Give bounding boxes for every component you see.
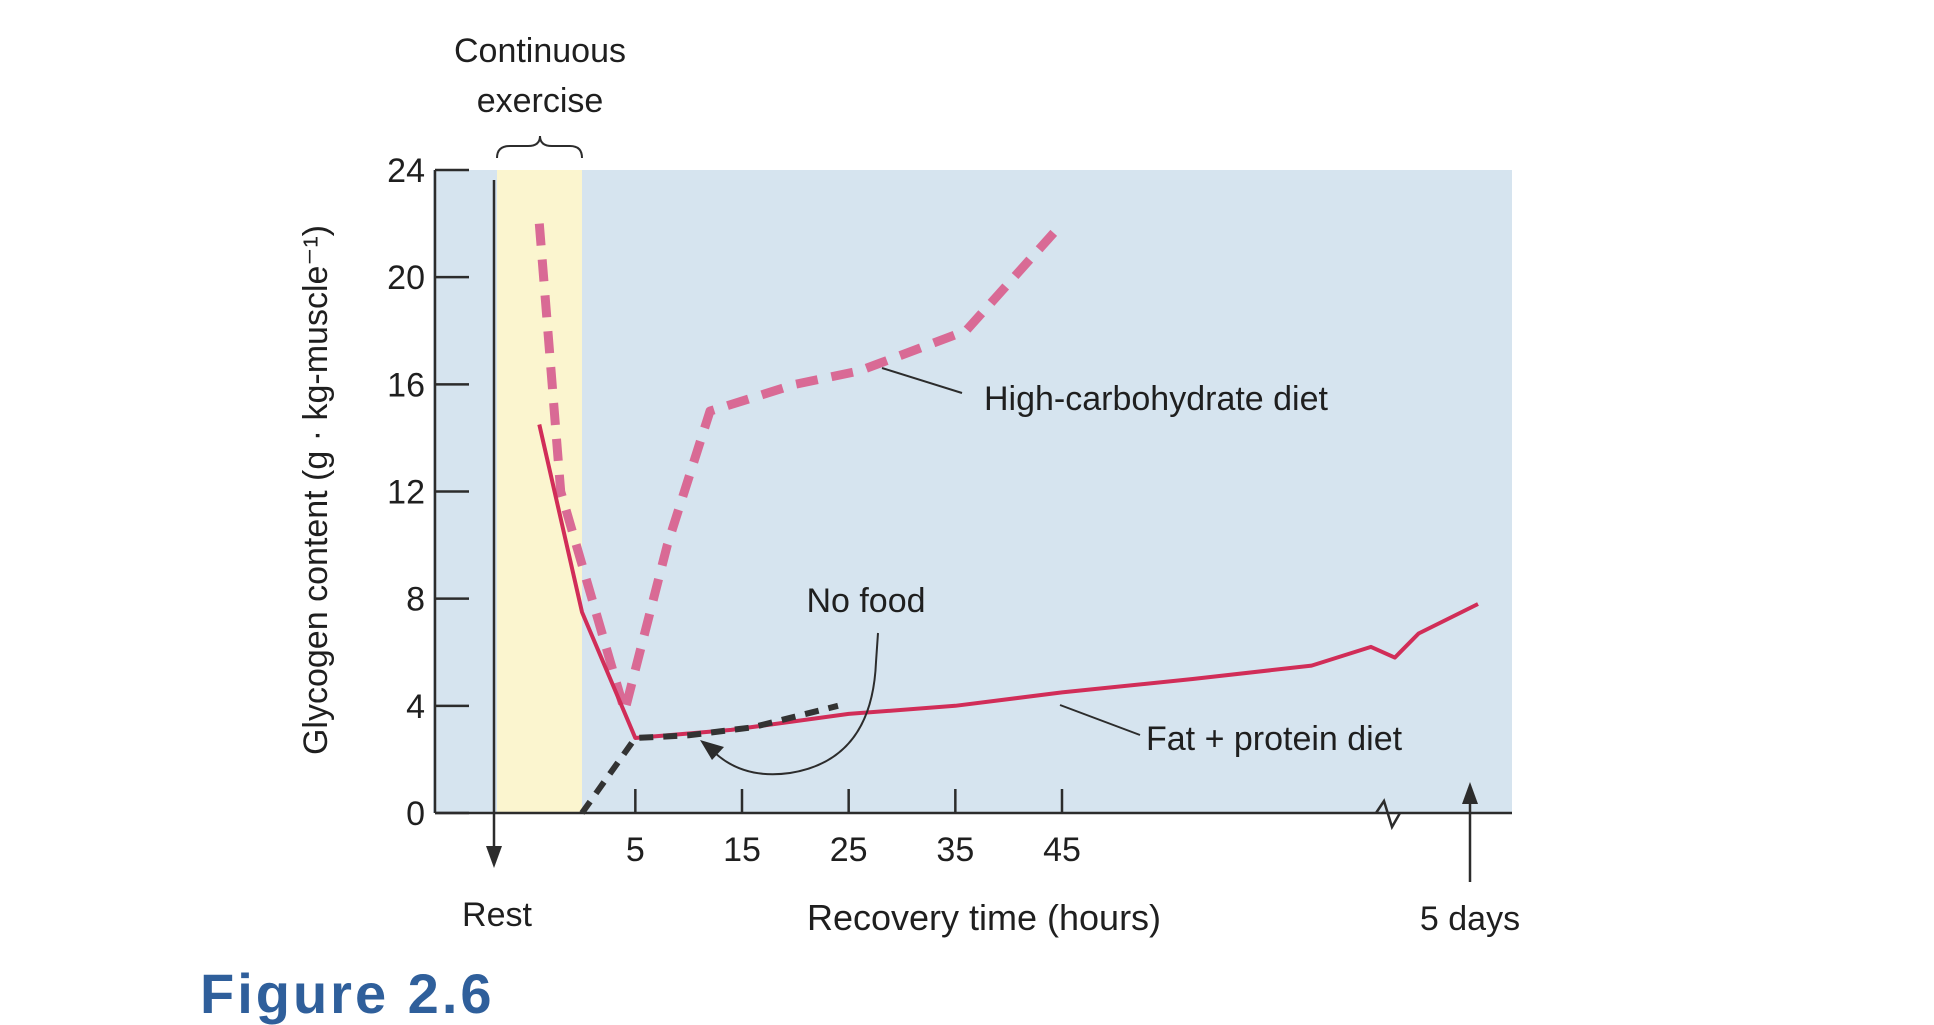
fat-protein-label: Fat + protein diet bbox=[1146, 720, 1403, 758]
x-tick-label: 45 bbox=[1043, 831, 1081, 869]
series-layer bbox=[534, 220, 1479, 815]
days-arrow-head bbox=[1462, 782, 1478, 804]
plot-background bbox=[433, 170, 1512, 813]
x-axis-ticks: 5 15 25 35 45 bbox=[626, 789, 1081, 869]
y-tick-label: 12 bbox=[387, 474, 425, 512]
y-tick-label: 24 bbox=[387, 152, 425, 190]
exercise-label-line1: Continuous bbox=[454, 32, 626, 70]
y-tick-label: 8 bbox=[406, 581, 425, 619]
y-axis-ticks: 0 4 8 12 16 20 24 bbox=[387, 152, 469, 833]
x-tick-label: 15 bbox=[723, 831, 761, 869]
high-carb-label: High-carbohydrate diet bbox=[984, 380, 1329, 418]
no-food-leader-line bbox=[709, 632, 879, 776]
glycogen-chart: 0 4 8 12 16 20 24 5 15 25 35 45 Continuous exercis… bbox=[297, 32, 1520, 938]
y-axis-label: Glycogen content (g · kg-muscle⁻¹) bbox=[297, 225, 335, 755]
y-tick-label: 4 bbox=[406, 688, 425, 726]
high-carb-leader-line bbox=[881, 367, 963, 394]
figure-caption: Figure 2.6 bbox=[200, 962, 495, 1025]
no-food-arrow-head bbox=[700, 740, 724, 760]
x-tick-label: 5 bbox=[626, 831, 645, 869]
y-tick-label: 16 bbox=[387, 366, 425, 404]
series-line-no-food bbox=[579, 702, 839, 815]
x-axis-label: Recovery time (hours) bbox=[807, 897, 1161, 938]
rest-label: Rest bbox=[462, 896, 532, 934]
series-line-fat-protein-diet bbox=[537, 424, 1479, 740]
x-tick-label: 35 bbox=[936, 831, 974, 869]
exercise-brace-mark bbox=[496, 135, 583, 159]
x-axis-break-mark bbox=[1374, 798, 1402, 831]
y-tick-label: 20 bbox=[387, 259, 425, 297]
no-food-label: No food bbox=[806, 582, 925, 620]
exercise-label-line2: exercise bbox=[477, 82, 604, 120]
days-label: 5 days bbox=[1420, 900, 1520, 938]
fat-protein-leader-line bbox=[1059, 704, 1141, 736]
x-tick-label: 25 bbox=[830, 831, 868, 869]
rest-arrow-head bbox=[486, 846, 502, 868]
y-tick-label: 0 bbox=[406, 795, 425, 833]
